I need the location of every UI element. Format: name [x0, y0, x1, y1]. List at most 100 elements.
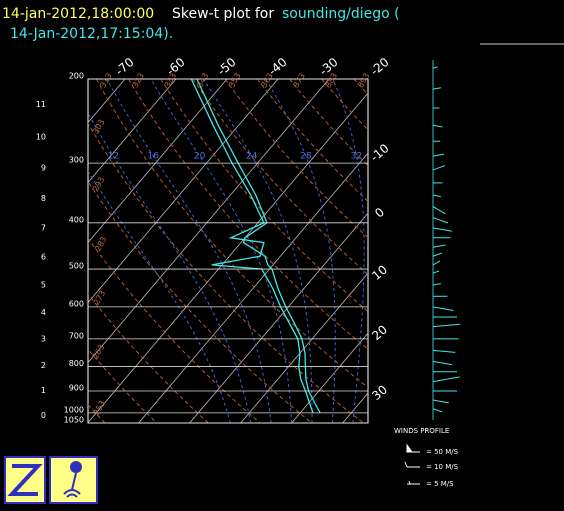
height-label: 0 — [41, 411, 46, 420]
height-label: 9 — [41, 164, 46, 173]
dry-adiabat-label: 353 — [227, 72, 242, 90]
wind-barb — [432, 323, 461, 328]
wind-barb — [432, 153, 445, 157]
dry-adiabat — [88, 180, 313, 423]
wind-barb — [432, 206, 446, 215]
height-label: 2 — [41, 361, 46, 370]
height-label: 3 — [41, 335, 46, 344]
wind-barb — [432, 349, 456, 353]
moist-adiabat — [332, 79, 365, 423]
pressure-label: 700 — [69, 331, 84, 340]
wind-legend-title: WINDS PROFILE — [394, 427, 449, 435]
isotherm-label: 20 — [369, 322, 390, 343]
isotherm — [189, 212, 368, 423]
pressure-label: 800 — [69, 359, 84, 368]
wind-barb — [432, 360, 452, 366]
dry-adiabat — [192, 79, 368, 275]
wind-legend-icons — [404, 443, 420, 485]
wind-legend-entry: = 10 M/S — [426, 463, 459, 471]
wind-barb — [432, 306, 454, 312]
isotherm-label: -70 — [113, 55, 137, 78]
isotherm-label: 10 — [369, 262, 390, 283]
wind-barb — [432, 244, 446, 248]
dry-adiabat-label: 393 — [356, 72, 371, 90]
dry-adiabat-label: 373 — [292, 72, 307, 90]
dry-adiabat — [353, 79, 368, 96]
wind-barb — [432, 217, 449, 224]
isotherm — [138, 152, 368, 423]
moist-adiabat-label: 24 — [246, 152, 258, 162]
isotherm — [88, 79, 177, 184]
moist-adiabat-label: 28 — [300, 152, 312, 162]
height-label: 6 — [41, 253, 46, 262]
dry-adiabat-label: 323 — [131, 72, 146, 90]
dry-adiabat — [289, 79, 368, 167]
wind-barb — [432, 194, 441, 197]
wind-legend-entry: = 5 M/S — [426, 480, 454, 488]
wind-barb — [432, 376, 460, 383]
isotherm-label: 30 — [369, 382, 390, 403]
isotherm — [88, 79, 279, 304]
height-label: 8 — [41, 194, 46, 203]
isotherm-label: -20 — [368, 55, 392, 78]
dry-adiabat — [224, 79, 368, 239]
pressure-label: 1050 — [64, 416, 84, 425]
moist-adiabat — [88, 170, 231, 423]
wind-barb — [432, 165, 446, 171]
title-text: Skew-t plot for — [172, 6, 274, 22]
moist-adiabat — [106, 79, 272, 423]
moist-adiabat — [88, 112, 252, 423]
dry-adiabat-label: 293 — [91, 175, 106, 193]
pressure-label: 400 — [69, 215, 84, 224]
wind-barb — [432, 260, 441, 266]
pressure-label: 500 — [69, 262, 84, 271]
height-label: 5 — [41, 281, 46, 290]
dry-adiabat-label: 343 — [195, 72, 210, 90]
logo-z — [4, 456, 46, 504]
dry-adiabat — [128, 79, 368, 350]
pressure-label: 200 — [69, 72, 84, 81]
isotherm — [88, 92, 368, 423]
moist-adiabat — [265, 79, 336, 423]
dry-adiabat-label: 273 — [92, 289, 107, 307]
height-label: 7 — [41, 224, 46, 233]
dry-adiabat — [88, 293, 209, 423]
plot-area — [88, 79, 368, 423]
pressure-label: 300 — [69, 156, 84, 165]
moist-adiabat — [203, 79, 313, 423]
dry-adiabat — [256, 79, 368, 203]
isotherm — [291, 332, 368, 423]
moist-adiabat-label: 12 — [108, 152, 119, 162]
title-source: sounding/diego ( — [282, 6, 400, 22]
moist-adiabat — [150, 79, 293, 423]
height-label: 4 — [41, 308, 46, 317]
isotherm-label: -10 — [368, 141, 392, 164]
dry-adiabat — [88, 348, 158, 423]
wind-barb — [432, 408, 443, 413]
pressure-label: 900 — [69, 384, 84, 393]
dry-adiabat-label: 253 — [92, 399, 107, 417]
wind-barb — [432, 283, 441, 286]
wind-barb — [432, 66, 438, 69]
isotherm — [88, 79, 330, 364]
wind-barb — [432, 227, 452, 232]
dry-adiabat — [88, 404, 106, 423]
dry-adiabat-label: 263 — [91, 343, 106, 361]
pressure-label: 1000 — [64, 405, 84, 414]
wind-legend-entry: = 50 M/S — [426, 448, 459, 456]
isotherm — [240, 272, 368, 423]
isotherm — [88, 79, 126, 124]
dry-adiabat-label: 283 — [93, 235, 108, 253]
dry-adiabat — [95, 79, 368, 389]
wind-barb — [432, 399, 449, 404]
isotherm-label: 0 — [372, 205, 387, 221]
pressure-label: 600 — [69, 299, 84, 308]
height-label: 1 — [41, 386, 46, 395]
dry-adiabat-label: 313 — [98, 72, 113, 90]
wind-barb — [432, 87, 441, 90]
logo-balloon — [49, 456, 98, 504]
isotherm — [88, 79, 228, 244]
height-label: 11 — [36, 100, 46, 109]
moist-adiabat-label: 16 — [148, 152, 160, 162]
